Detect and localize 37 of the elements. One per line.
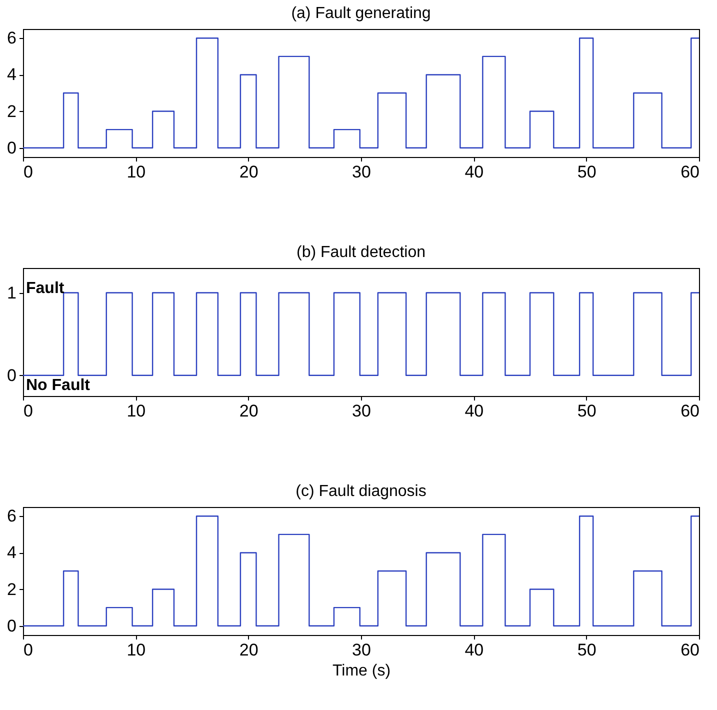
y-tick-label: 2 <box>7 102 16 121</box>
x-tick-label: 50 <box>577 640 596 660</box>
annotation: Fault <box>26 280 65 297</box>
y-tick-label: 0 <box>7 616 16 636</box>
chart-title: (c) Fault diagnosis <box>296 483 426 500</box>
x-tick-label: 20 <box>239 402 258 420</box>
x-tick-label: 10 <box>126 640 146 660</box>
y-tick-label: 0 <box>7 366 16 385</box>
y-tick-label: 4 <box>7 543 16 562</box>
x-tick-label: 60 <box>680 162 700 182</box>
y-tick-label: 2 <box>7 580 16 599</box>
y-tick-label: 1 <box>7 283 16 302</box>
x-tick-label: 50 <box>577 402 596 420</box>
x-axis-title: Time (s) <box>332 662 391 680</box>
chart-title: (b) Fault detection <box>296 244 426 261</box>
x-tick-label: 10 <box>126 402 146 420</box>
x-tick-label: 0 <box>24 162 33 182</box>
y-tick-label: 4 <box>7 65 16 84</box>
x-tick-label: 50 <box>577 162 596 182</box>
x-tick-label: 10 <box>126 162 146 182</box>
x-tick-label: 30 <box>352 162 371 182</box>
x-tick-label: 20 <box>239 640 258 660</box>
annotation: No Fault <box>26 377 91 394</box>
x-tick-label: 0 <box>24 640 33 660</box>
x-tick-label: 40 <box>464 162 484 182</box>
y-tick-label: 0 <box>7 138 16 158</box>
x-tick-label: 60 <box>680 640 700 660</box>
x-tick-label: 30 <box>352 402 371 420</box>
x-tick-label: 40 <box>464 640 484 660</box>
chart-title: (a) Fault generating <box>291 5 431 22</box>
y-tick-label: 6 <box>7 506 16 526</box>
x-tick-label: 20 <box>239 162 258 182</box>
y-tick-label: 6 <box>7 28 16 48</box>
x-tick-label: 40 <box>464 402 484 420</box>
x-tick-label: 60 <box>680 402 700 420</box>
x-tick-label: 0 <box>24 402 33 420</box>
x-tick-label: 30 <box>352 640 371 660</box>
